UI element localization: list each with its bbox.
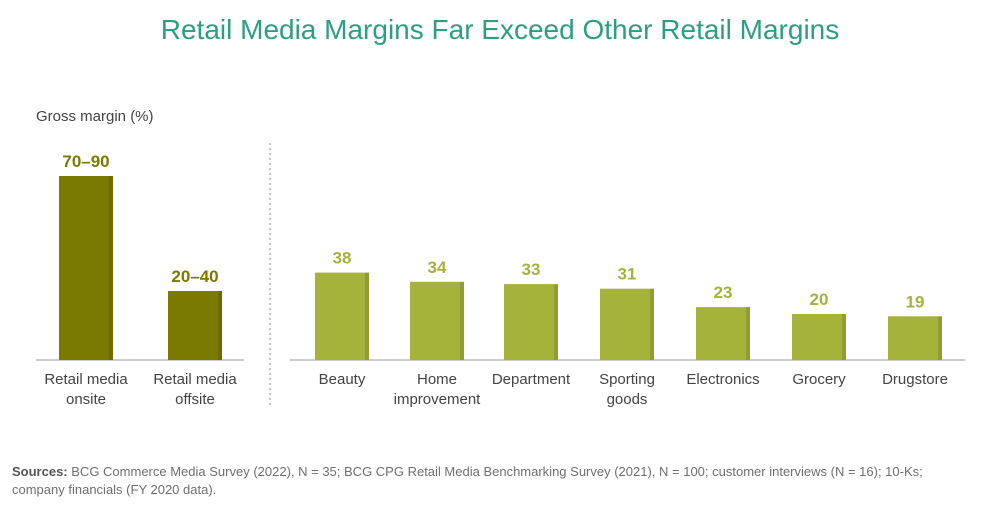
sources-text: BCG Commerce Media Survey (2022), N = 35… [12, 464, 923, 497]
data-label: 38 [333, 249, 352, 268]
category-label: Drugstore [882, 371, 948, 388]
bar-shade [746, 307, 750, 360]
bar [504, 284, 558, 360]
data-label: 31 [618, 265, 637, 284]
y-axis-label: Gross margin (%) [36, 108, 154, 125]
data-label: 20–40 [171, 267, 218, 286]
sources-label: Sources: [12, 464, 68, 479]
category-label: Sporting [599, 371, 655, 388]
category-label: improvement [394, 391, 482, 408]
bar [696, 307, 750, 360]
bar-shade [842, 314, 846, 360]
category-label: Electronics [686, 371, 759, 388]
category-label: Department [492, 371, 571, 388]
category-label: Beauty [319, 371, 366, 388]
category-label: goods [607, 391, 648, 408]
bar [410, 281, 464, 360]
data-label: 23 [714, 283, 733, 302]
bar [792, 314, 846, 360]
category-label: Retail media [44, 371, 128, 388]
bar-shade [554, 284, 558, 360]
bar-shade [650, 288, 654, 360]
category-label: Home [417, 371, 457, 388]
category-label: Grocery [792, 371, 846, 388]
chart-title: Retail Media Margins Far Exceed Other Re… [160, 14, 840, 45]
data-label: 19 [906, 292, 925, 311]
data-label: 70–90 [62, 152, 109, 171]
bar [315, 272, 369, 360]
data-label: 34 [428, 258, 447, 277]
category-label: offsite [175, 391, 215, 408]
category-label: onsite [66, 391, 106, 408]
bar [59, 176, 113, 360]
bar-shade [218, 291, 222, 360]
bar [888, 316, 942, 360]
bar-shade [938, 316, 942, 360]
category-label: Retail media [153, 371, 237, 388]
bar-shade [109, 176, 113, 360]
bar [168, 291, 222, 360]
bar-shade [365, 272, 369, 360]
data-label: 33 [522, 260, 541, 279]
sources-note: Sources: BCG Commerce Media Survey (2022… [12, 463, 972, 499]
bar [600, 288, 654, 360]
bar-shade [460, 281, 464, 360]
data-label: 20 [810, 290, 829, 309]
